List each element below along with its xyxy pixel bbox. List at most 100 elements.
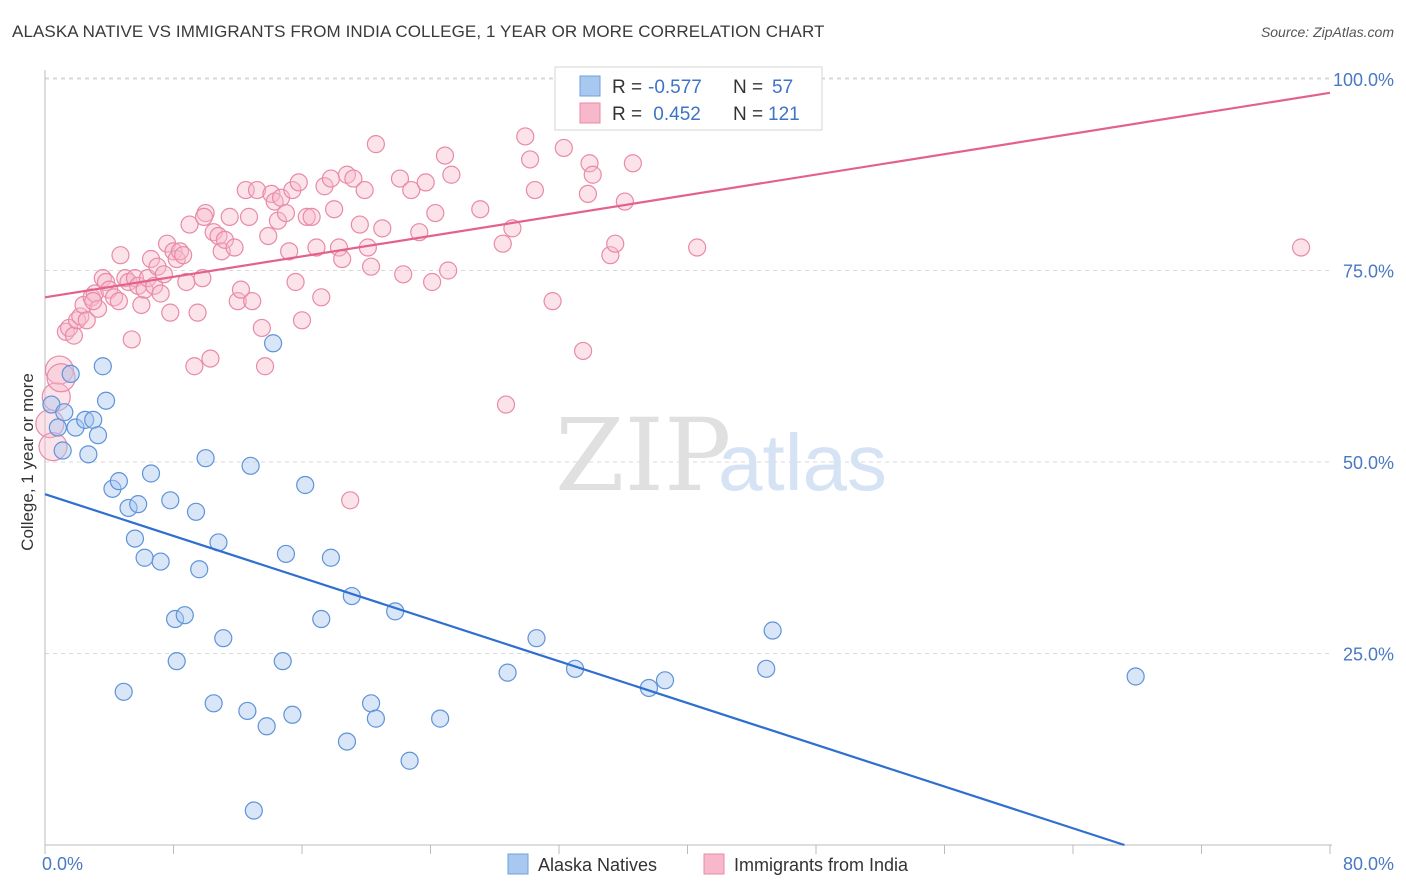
india-point [225,238,244,257]
alaska-point [257,717,276,736]
legend-n-value-india: 121 [768,104,800,125]
alaska-point [283,705,302,724]
india-point [180,215,199,234]
alaska-point [55,403,74,422]
india-point [215,230,234,249]
india-point [361,257,381,276]
y-tick-label-3: 100.0% [1333,70,1394,90]
alaska-point [196,449,215,468]
bottom-legend-swatch-alaska [507,853,529,875]
alaska-point [141,464,161,483]
india-point [615,192,634,211]
india-point [520,150,540,169]
india-point [394,265,413,284]
india-point [255,357,275,376]
alaska-point [361,694,381,713]
india-point [439,261,458,280]
chart-title: ALASKA NATIVE VS IMMIGRANTS FROM INDIA C… [12,22,825,41]
india-point [46,363,76,393]
india-point [442,165,461,184]
legend-r-label-alaska: R = [612,77,642,98]
series-alaska-points [42,334,1145,820]
alaska-point [109,472,128,491]
india-point [276,203,296,223]
india-point [292,311,312,330]
india-point [243,292,262,311]
alaska-point [125,529,145,548]
bottom-legend-label-alaska: Alaska Natives [538,855,657,875]
bottom-legend: Alaska Natives Immigrants from India [507,853,909,875]
y-tick-label-1: 50.0% [1343,453,1394,473]
source-label: Source: ZipAtlas.com [1260,24,1394,40]
alaska-point [337,732,357,751]
alaska-point [655,671,675,690]
india-point [321,169,341,188]
y-tick-label-0: 25.0% [1343,645,1394,665]
y-tick-labels: 25.0% 50.0% 75.0% 100.0% [1333,70,1394,665]
alaska-point [66,418,85,437]
alaska-point [166,609,185,629]
india-point [280,242,299,261]
watermark-zip: ZIP [555,397,731,514]
watermark-atlas: atlas [718,418,887,507]
india-point [220,207,239,226]
legend-r-label-india: R = [612,104,642,125]
bottom-legend-swatch-india [703,853,725,875]
alaska-point [151,552,170,571]
india-point [583,165,602,184]
india-point [435,146,455,165]
india-point [688,238,707,257]
india-point [423,272,442,292]
watermark: ZIP atlas [555,397,887,514]
alaska-point [1126,667,1145,686]
alaska-point [527,629,546,648]
alaska-point [135,548,154,567]
india-point [247,180,267,200]
alaska-point [119,498,138,518]
india-point [471,200,490,219]
bottom-legend-label-india: Immigrants from India [734,855,909,875]
india-point [297,207,316,226]
x-tick-labels: 0.0% 80.0% [42,854,1394,874]
alaska-point [431,709,450,728]
india-point [151,284,170,303]
india-point [580,154,599,173]
alaska-point [53,441,72,460]
alaska-point [190,560,209,579]
india-point [496,395,516,414]
alaska-point [161,491,180,510]
india-point [366,135,385,154]
india-point [573,341,593,361]
india-point [302,207,321,226]
alaska-point [61,364,80,384]
alaska-point [93,357,112,376]
alaska-point [241,456,260,475]
grid-lines [45,77,1332,654]
india-point [252,318,271,338]
alaska-point [498,663,517,682]
india-point [231,280,251,299]
legend-r-value-india: 0.452 [648,104,701,125]
trend-lines [44,91,1331,847]
india-point [402,180,421,200]
india-point [525,180,545,200]
alaska-point [186,502,206,521]
alaska-point [366,709,385,728]
x-tick-label-0: 0.0% [42,854,83,874]
alaska-point [114,682,133,701]
x-tick-label-1: 80.0% [1343,854,1394,874]
india-point [188,303,207,322]
india-point [111,246,130,265]
alaska-point [96,391,116,410]
y-tick-label-2: 75.0% [1343,262,1394,282]
india-point [161,303,180,322]
alaska-point [321,548,341,567]
legend-box: R = -0.577 N = 57 R = 0.452 N = 121 [554,66,823,131]
india-point [426,203,445,223]
alaska-point [244,801,263,820]
alaska-point [79,445,98,464]
india-point [325,200,344,219]
india-point [601,246,620,265]
alaska-point [400,751,419,770]
india-point [77,311,96,330]
